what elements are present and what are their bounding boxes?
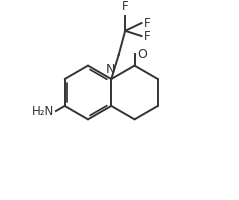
- Text: F: F: [144, 17, 151, 30]
- Text: F: F: [122, 0, 129, 13]
- Text: N: N: [106, 63, 115, 76]
- Text: H₂N: H₂N: [32, 105, 54, 118]
- Text: O: O: [137, 48, 147, 61]
- Text: F: F: [144, 30, 151, 43]
